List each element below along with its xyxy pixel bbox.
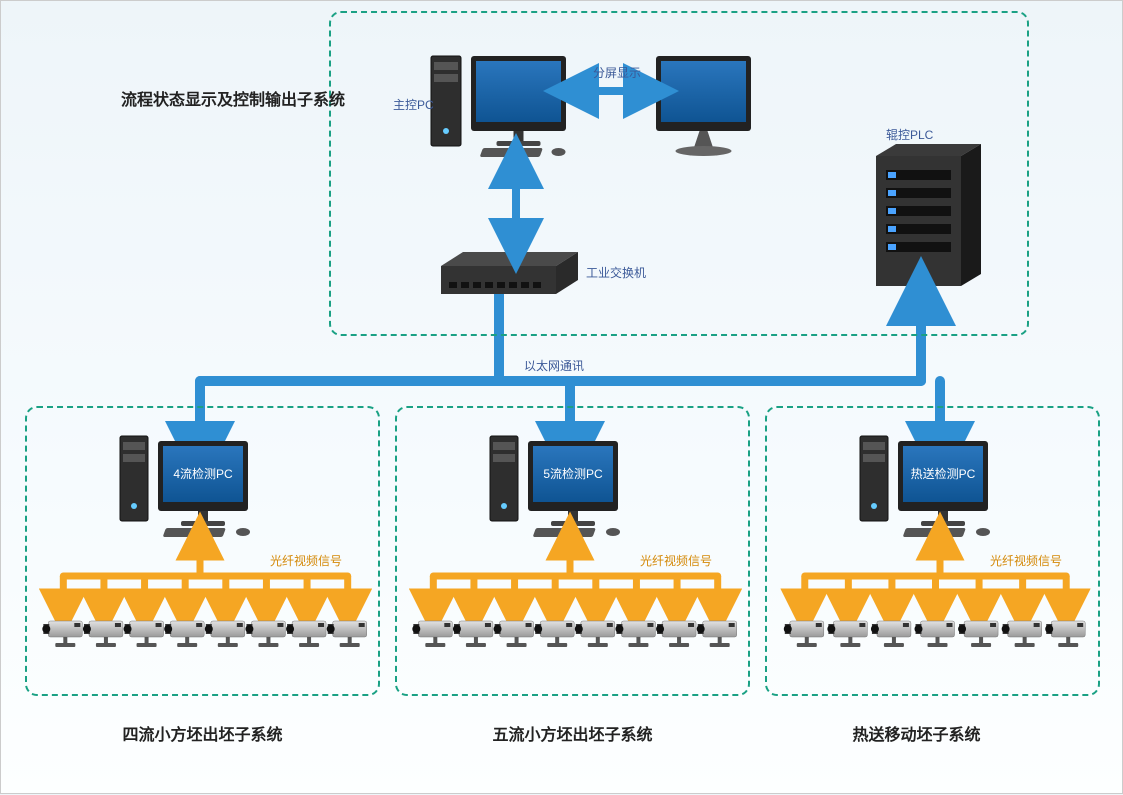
top-subsystem-title: 流程状态显示及控制输出子系统 [121, 86, 345, 110]
top-subsystem-box [329, 11, 1029, 336]
sub-title-2: 热送移动坯子系统 [853, 721, 981, 745]
switch-label: 工业交换机 [586, 264, 646, 281]
fiber-label-0: 光纤视频信号 [270, 552, 342, 569]
fiber-label-1: 光纤视频信号 [640, 552, 712, 569]
sub-title-1: 五流小方坯出坯子系统 [493, 721, 653, 745]
sub-box-1 [395, 406, 750, 696]
sub-box-0 [25, 406, 380, 696]
fiber-label-2: 光纤视频信号 [990, 552, 1062, 569]
sub-title-0: 四流小方坯出坯子系统 [123, 721, 283, 745]
sub-box-2 [765, 406, 1100, 696]
split-screen-label: 分屏显示 [593, 64, 641, 81]
ethernet-label: 以太网通讯 [524, 357, 584, 374]
main-pc-label: 主控PC [393, 96, 434, 113]
plc-label: 辊控PLC [886, 126, 933, 143]
